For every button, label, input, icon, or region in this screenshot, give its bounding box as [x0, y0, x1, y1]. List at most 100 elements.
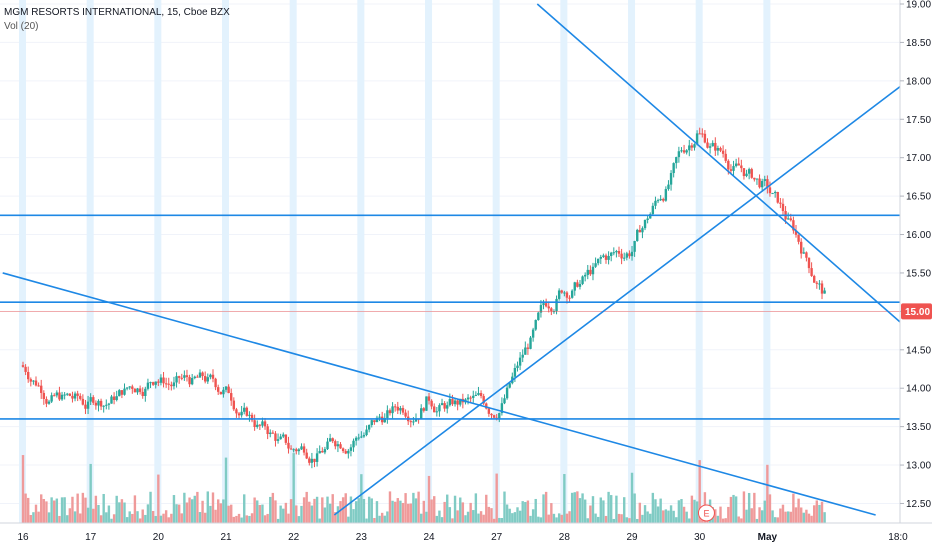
volume-bar [779, 508, 782, 523]
volume-bar [633, 493, 636, 523]
volume-indicator-label: Vol (20) [4, 21, 39, 32]
volume-bar [71, 496, 74, 523]
trend-line [2, 272, 876, 516]
volume-bar [784, 511, 787, 523]
volume-bar [482, 514, 485, 523]
candle-body [386, 410, 389, 419]
price-tick-label: 15.50 [906, 268, 931, 279]
candle-body [84, 404, 87, 409]
volume-bar [474, 493, 478, 523]
candle-body [581, 276, 584, 284]
volume-bar [198, 512, 202, 523]
volume-bar [172, 495, 176, 523]
volume-bar [485, 494, 488, 523]
volume-bar [776, 517, 779, 523]
candle-body [477, 393, 480, 395]
candle-body [89, 397, 92, 402]
candle-body [596, 258, 600, 264]
candle-body [526, 347, 530, 349]
volume-bar [464, 515, 467, 523]
candle-body [339, 444, 342, 449]
candle-body [328, 438, 332, 442]
candle-body [300, 446, 303, 450]
candle-body [206, 377, 209, 382]
volume-bar [365, 518, 368, 523]
earnings-marker-icon [697, 504, 715, 522]
candle-body [157, 381, 160, 383]
candle-body [693, 144, 696, 148]
volume-bar [367, 496, 371, 523]
volume-bar [786, 511, 790, 523]
volume-bar [789, 511, 792, 523]
volume-bar [274, 500, 277, 523]
candle-body [570, 290, 574, 298]
volume-bar [339, 501, 342, 523]
candle-body [266, 426, 269, 435]
candle-body [146, 382, 150, 389]
volume-bar [201, 500, 204, 523]
candle-body [742, 168, 746, 177]
candle-body [633, 241, 636, 252]
candle-body [773, 191, 777, 194]
volume-bar [300, 505, 303, 523]
candle-body [695, 133, 699, 145]
candle-body [630, 251, 634, 257]
candle-body [625, 253, 629, 258]
volume-bar [149, 491, 152, 523]
candle-body [209, 374, 212, 378]
volume-bar [417, 491, 420, 523]
volume-bar [547, 514, 550, 523]
price-tick-label: 17.50 [906, 115, 931, 126]
candle-body [555, 298, 558, 312]
volume-bar [66, 515, 69, 523]
session-band [763, 0, 771, 523]
volume-bar [524, 502, 527, 523]
volume-bar [349, 496, 353, 523]
candle-body [68, 393, 72, 396]
price-tick-label: 16.00 [906, 230, 931, 241]
volume-bar [146, 504, 150, 523]
volume-bar [99, 515, 103, 523]
candle-body [521, 354, 524, 358]
volume-bar [263, 515, 267, 523]
volume-bar [638, 502, 642, 523]
volume-bar [529, 515, 532, 523]
volume-bar [302, 497, 306, 523]
volume-bar [188, 497, 191, 523]
candle-body [482, 396, 485, 404]
candle-body [162, 377, 165, 384]
volume-bar [448, 507, 452, 523]
volume-bar [753, 492, 756, 523]
candle-body [518, 357, 522, 366]
candle-body [807, 257, 811, 269]
volume-group [21, 453, 826, 523]
candle-body [248, 414, 251, 416]
volume-bar [193, 495, 196, 523]
candle-body [284, 434, 288, 443]
candle-body [42, 392, 46, 399]
candle-body [274, 433, 277, 441]
candle-body [331, 438, 334, 442]
candle-body [677, 151, 681, 158]
candle-body [810, 268, 813, 276]
volume-bar [425, 511, 428, 523]
trend-line [333, 68, 924, 516]
candle-body [110, 396, 113, 404]
candle-body [159, 377, 163, 383]
volume-bar [45, 501, 48, 523]
volume-bar [500, 518, 504, 523]
volume-bar [714, 509, 717, 523]
volume-bar [107, 505, 111, 523]
volume-bar [58, 515, 61, 523]
volume-bar [612, 518, 616, 523]
earnings-marker-label: E [703, 509, 709, 519]
candle-body [164, 383, 168, 385]
volume-bar [675, 517, 678, 523]
volume-bar [141, 509, 144, 523]
volume-bar [248, 515, 251, 523]
price-tick-label: 16.50 [906, 192, 931, 203]
candle-body [498, 413, 501, 419]
volume-bar [136, 511, 139, 523]
